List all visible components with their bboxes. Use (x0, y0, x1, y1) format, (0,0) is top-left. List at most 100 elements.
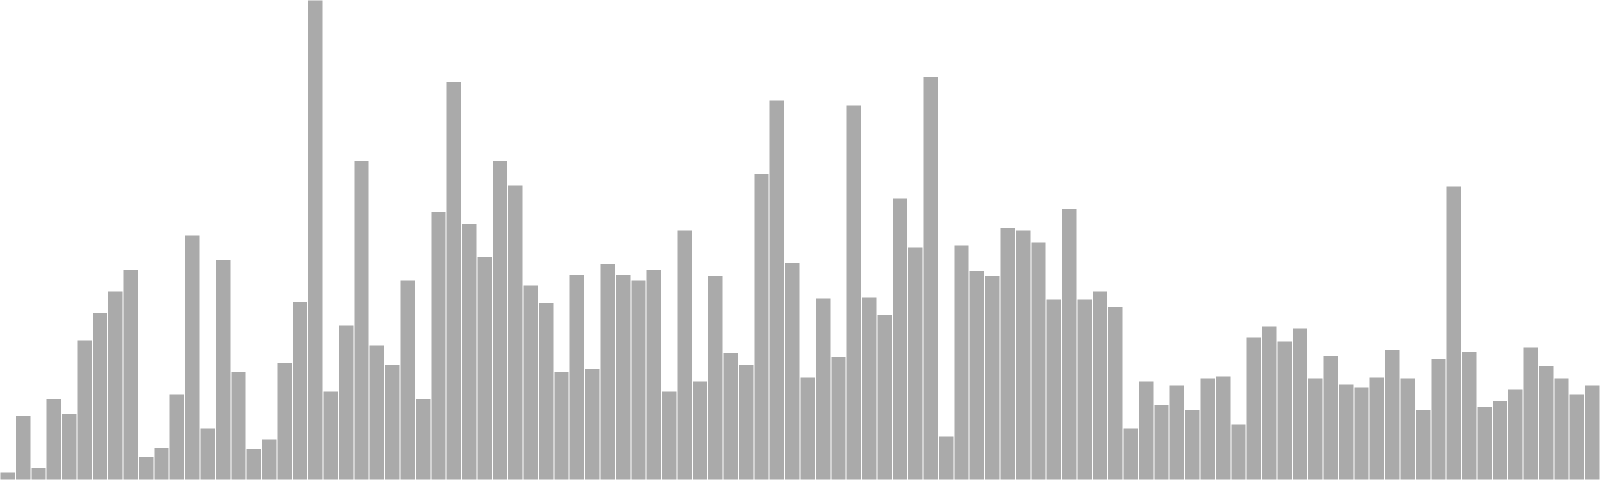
bar-71 (1091, 290, 1109, 480)
bar-60 (922, 76, 939, 480)
bar-65 (999, 227, 1016, 480)
bar-100 (1537, 365, 1555, 480)
bar-31 (476, 255, 493, 480)
bar-103 (1584, 384, 1600, 480)
bar-34 (522, 284, 539, 480)
bar-17 (261, 438, 278, 480)
bar-74 (1137, 380, 1155, 480)
bar-64 (984, 275, 1001, 480)
bar-88 (1353, 386, 1370, 480)
bar-61 (937, 435, 955, 480)
bar-5 (76, 339, 93, 480)
bar-101 (1553, 377, 1570, 480)
bar-41 (630, 279, 647, 480)
bar-68 (1045, 298, 1063, 480)
bar-35 (537, 301, 555, 480)
bar-93 (1430, 357, 1447, 480)
bar-24 (368, 344, 386, 480)
bar-19 (291, 300, 309, 480)
bar-29 (445, 81, 463, 480)
bar-89 (1368, 376, 1386, 480)
bar-43 (661, 390, 678, 480)
bar-11 (168, 393, 186, 480)
bar-57 (876, 314, 893, 480)
bar-85 (1307, 377, 1324, 480)
bar-51 (784, 261, 801, 480)
bar-78 (1199, 377, 1216, 480)
bar-7 (107, 290, 124, 480)
bar-2 (30, 467, 47, 480)
bar-52 (799, 376, 816, 480)
bar-18 (276, 362, 293, 480)
bar-96 (1476, 405, 1493, 480)
bar-62 (953, 244, 970, 480)
bar-90 (1384, 348, 1401, 480)
bar-59 (907, 246, 924, 480)
bar-102 (1568, 393, 1586, 480)
bar-76 (1168, 384, 1186, 480)
bar-3 (45, 397, 63, 480)
bar-42 (645, 269, 663, 480)
bar-22 (337, 324, 355, 480)
bar-79 (1214, 375, 1232, 480)
bar-37 (568, 274, 586, 480)
bar-50 (768, 99, 786, 480)
bar-83 (1276, 340, 1293, 480)
bar-58 (891, 197, 909, 480)
bar-53 (814, 297, 832, 480)
bar-13 (199, 427, 216, 480)
bar-45 (691, 380, 709, 480)
bar-25 (384, 364, 401, 480)
bar-15 (230, 371, 247, 480)
bar-32 (491, 159, 509, 480)
bar-84 (1291, 327, 1309, 480)
bar-12 (184, 234, 201, 480)
bar-63 (968, 270, 986, 480)
bar-21 (322, 390, 339, 480)
bar-14 (214, 258, 232, 480)
bar-98 (1507, 388, 1524, 480)
bar-48 (737, 364, 755, 480)
bar-26 (399, 279, 416, 480)
bar-73 (1122, 427, 1139, 480)
bar-95 (1461, 350, 1478, 480)
bar-54 (830, 355, 847, 480)
bar-86 (1322, 354, 1339, 480)
bar-6 (91, 312, 109, 480)
bar-67 (1030, 241, 1047, 480)
bar-91 (1399, 377, 1416, 480)
bar-1 (14, 415, 32, 480)
bar-27 (414, 397, 432, 480)
bar-4 (61, 413, 78, 480)
bar-49 (753, 173, 770, 480)
bar-39 (599, 262, 616, 480)
bar-87 (1337, 383, 1355, 480)
bar-94 (1445, 185, 1463, 480)
bar-30 (461, 223, 478, 480)
bar-40 (614, 274, 632, 480)
bar-72 (1107, 305, 1124, 480)
bar-55 (845, 104, 863, 480)
bar-20 (307, 0, 324, 480)
bar-28 (430, 210, 447, 480)
bar-69 (1061, 207, 1078, 480)
bar-66 (1014, 229, 1032, 480)
bar-44 (676, 229, 693, 480)
bar-56 (861, 296, 878, 480)
bar-77 (1184, 409, 1201, 480)
bar-46 (707, 275, 724, 480)
bar-23 (353, 159, 370, 480)
bar-38 (584, 368, 601, 480)
bar-82 (1261, 325, 1278, 480)
bar-81 (1245, 336, 1263, 480)
bar-16 (245, 447, 263, 480)
bar-33 (507, 184, 524, 480)
bar-10 (153, 446, 170, 480)
bar-80 (1230, 423, 1247, 480)
bar-97 (1491, 399, 1509, 480)
bar-70 (1076, 298, 1093, 480)
bar-99 (1522, 346, 1539, 480)
